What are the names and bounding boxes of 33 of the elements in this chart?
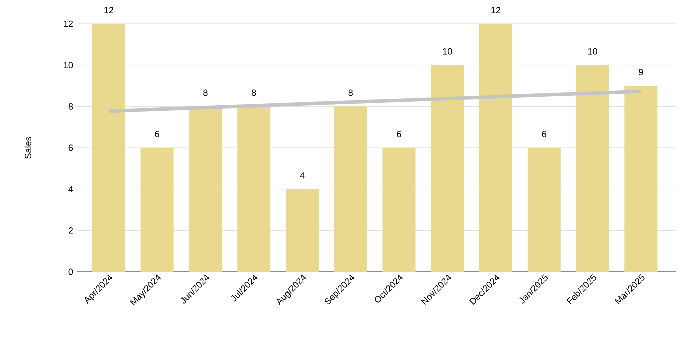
bar: [528, 148, 561, 272]
bar: [431, 65, 464, 272]
line-series: [107, 90, 643, 114]
bar: [92, 24, 126, 272]
bar: [480, 24, 513, 272]
data-label: 8: [348, 90, 353, 96]
data-label: 8: [204, 90, 208, 96]
data-label: 6: [397, 131, 402, 138]
y-tick-label: 10: [64, 62, 74, 69]
bar: [334, 106, 368, 272]
data-label: 8: [252, 90, 256, 96]
y-axis-title: Sales: [24, 137, 32, 159]
data-label: 9: [639, 69, 644, 76]
bar: [238, 106, 271, 272]
y-tick-label: 2: [68, 228, 74, 234]
data-label: 10: [443, 48, 452, 55]
y-tick-label: 4: [68, 186, 74, 192]
bar: [624, 86, 658, 272]
y-tick-label: 8: [68, 103, 74, 110]
bar: [140, 148, 174, 272]
bar: [189, 106, 222, 272]
bar: [382, 148, 416, 272]
data-label: 6: [542, 131, 547, 138]
y-tick-label: 0: [68, 268, 74, 276]
data-label: 10: [588, 48, 598, 55]
y-tick-label: 6: [68, 144, 74, 152]
bar: [576, 65, 610, 272]
data-label: 12: [492, 7, 501, 14]
bar: [286, 189, 319, 272]
data-label: 12: [104, 7, 114, 14]
y-tick-label: 12: [64, 20, 74, 28]
data-label: 6: [155, 131, 160, 138]
data-label: 4: [300, 172, 305, 179]
